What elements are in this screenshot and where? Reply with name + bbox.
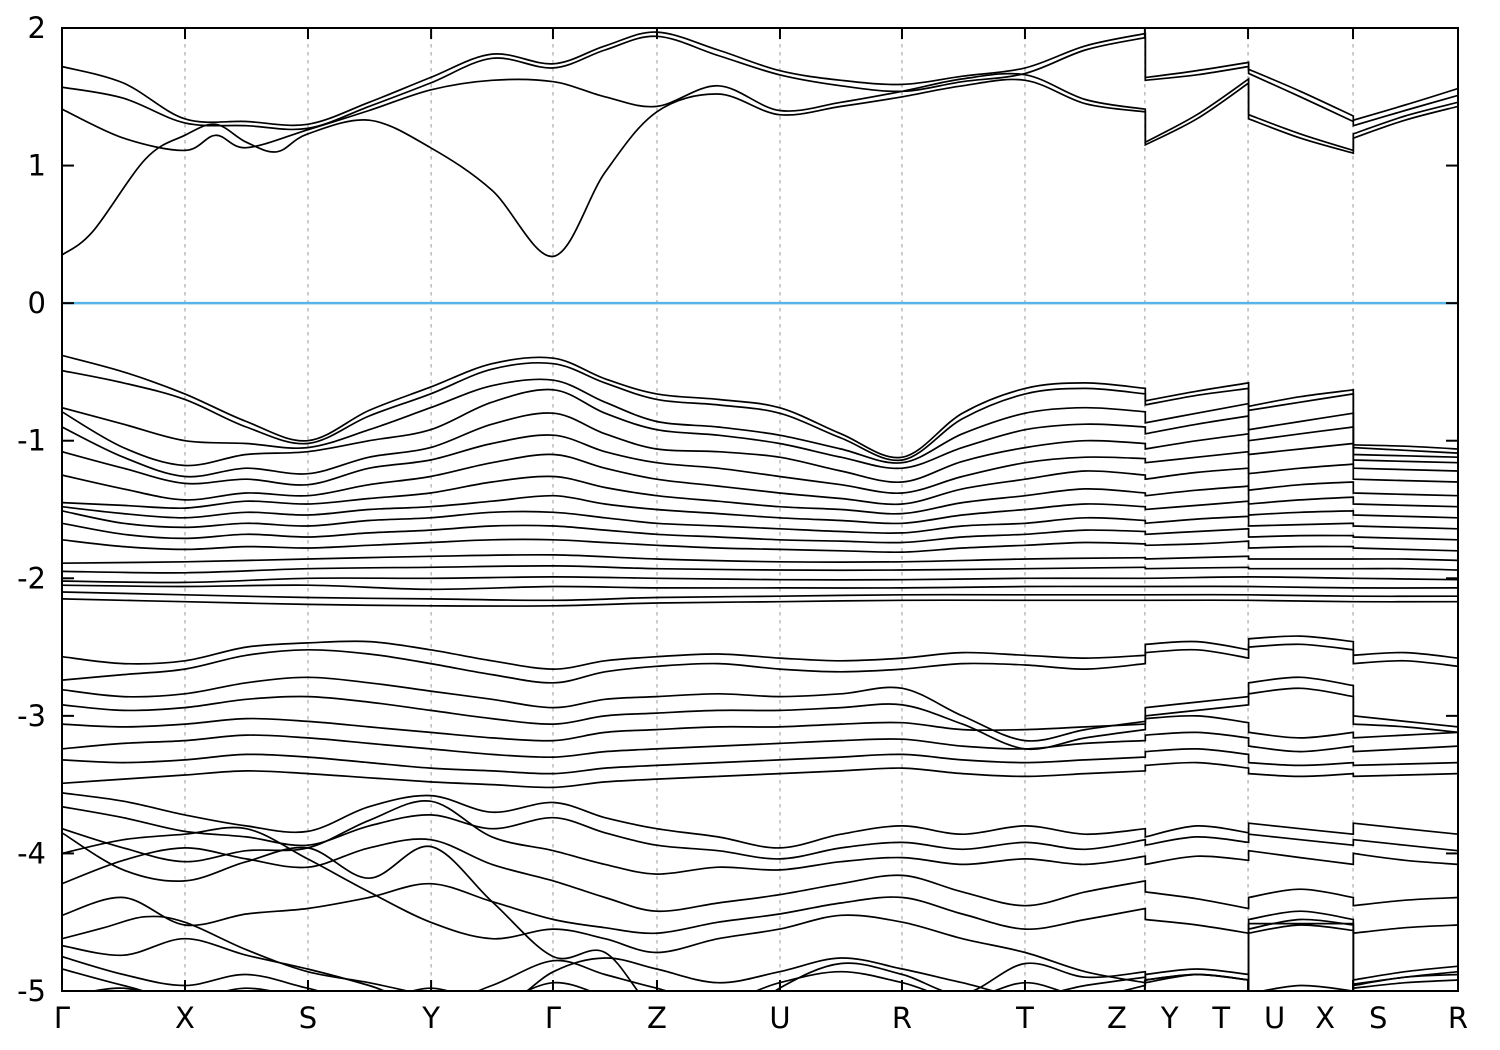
band-line (62, 635, 1458, 670)
band-line (62, 937, 1458, 991)
y-tick-label: 0 (28, 286, 46, 320)
band-line (62, 805, 1458, 860)
y-tick-label: -3 (17, 699, 46, 733)
x-tick-label: Y (421, 1001, 440, 1035)
band-line (62, 676, 1458, 742)
band-line (62, 838, 1458, 913)
x-tick-label: T (1211, 1001, 1230, 1035)
x-tick-label: Γ (54, 1001, 70, 1035)
band-line (62, 565, 1458, 574)
band-line (62, 643, 1458, 684)
band-line (62, 31, 1458, 127)
band-line (62, 412, 1458, 484)
x-tick-label: R (892, 1001, 912, 1035)
band-line (62, 576, 1458, 584)
band-line (62, 748, 1458, 775)
band-line (62, 687, 1458, 751)
y-tick-label: 1 (28, 149, 46, 183)
band-line (62, 494, 1458, 525)
band-line (62, 362, 1458, 462)
band-line (62, 510, 1458, 535)
band-line (62, 714, 1458, 742)
x-tick-label: S (1369, 1001, 1387, 1035)
x-tick-label: Γ (545, 1001, 561, 1035)
band-line (62, 731, 1458, 759)
x-tick-label: R (1448, 1001, 1468, 1035)
x-tick-label: X (1315, 1001, 1335, 1035)
band-line (62, 584, 1458, 591)
y-tick-label: 2 (28, 11, 46, 45)
x-tick-label: S (299, 1001, 317, 1035)
y-tick-label: -4 (17, 836, 46, 870)
band-line (62, 591, 1458, 602)
band-line (62, 354, 1458, 459)
band-line (62, 35, 1458, 131)
band-line (62, 522, 1458, 544)
y-tick-label: -2 (17, 561, 46, 595)
x-tick-label: Y (1160, 1001, 1179, 1035)
y-tick-label: -1 (17, 424, 46, 458)
x-tick-label: U (769, 1001, 790, 1035)
bands-group (62, 31, 1458, 991)
band-line (62, 538, 1458, 554)
band-line (62, 792, 1458, 849)
band-line (62, 598, 1458, 607)
y-tick-label: -5 (17, 974, 46, 1008)
x-tick-label: Z (1107, 1001, 1127, 1035)
x-tick-label: Z (647, 1001, 667, 1035)
band-line (62, 761, 1458, 789)
x-tick-label: X (175, 1001, 195, 1035)
x-tick-label: U (1264, 1001, 1285, 1035)
plot-border (61, 27, 1459, 992)
x-tick-label: T (1015, 1001, 1034, 1035)
band-line (62, 388, 1458, 470)
band-line (62, 553, 1458, 565)
band-line (62, 922, 1355, 991)
band-line (62, 78, 1458, 258)
